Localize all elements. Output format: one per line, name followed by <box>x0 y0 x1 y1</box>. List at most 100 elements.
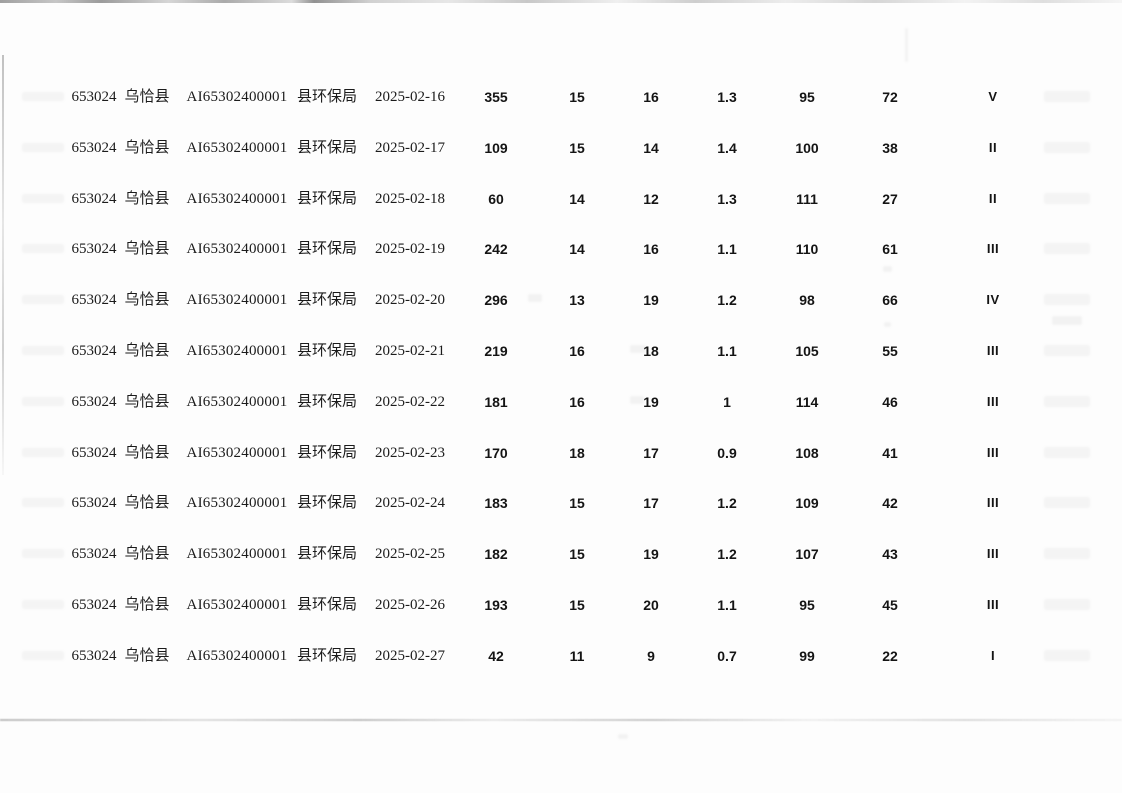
scan-smudge <box>618 734 628 739</box>
scan-smudge <box>883 266 892 272</box>
cell-value-5: 108 <box>795 444 819 461</box>
cell-region-code: 653024 <box>71 444 117 461</box>
cell-level-roman: IV <box>986 292 1000 308</box>
scan-smudge <box>1052 316 1082 325</box>
cell-value-2: 13 <box>569 292 585 309</box>
cell-value-5: 107 <box>795 546 819 563</box>
cell-county-name: 乌恰县 <box>124 190 170 207</box>
cell-value-3: 16 <box>643 89 659 105</box>
cell-county-name: 乌恰县 <box>124 393 170 410</box>
cell-level-roman: III <box>986 597 1000 612</box>
cell-value-4: 1.3 <box>717 89 737 105</box>
cell-county-name: 乌恰县 <box>124 546 170 563</box>
table-row: 653024 乌恰县 AI65302400001 县环保局 2025-02-23… <box>0 443 1122 463</box>
cell-value-6: 42 <box>882 495 898 512</box>
table-row: 653024 乌恰县 AI65302400001 县环保局 2025-02-20… <box>0 290 1122 310</box>
cell-value-2: 16 <box>569 393 585 410</box>
cell-value-4: 0.9 <box>717 444 737 461</box>
cell-station-id: AI65302400001 <box>186 444 288 461</box>
cell-station-id: AI65302400001 <box>186 495 288 512</box>
cell-level-roman: I <box>990 647 996 663</box>
scan-fold-line <box>0 719 1122 721</box>
cell-department: 县环保局 <box>296 241 357 258</box>
cell-value-5: 105 <box>795 343 819 359</box>
cell-date: 2025-02-24 <box>375 495 445 512</box>
cell-station-id: AI65302400001 <box>186 190 288 207</box>
cell-level-roman: III <box>986 495 1000 511</box>
cell-county-name: 乌恰县 <box>124 647 170 664</box>
cell-value-3: 19 <box>643 393 659 410</box>
cell-value-3: 19 <box>643 546 659 563</box>
cell-station-id: AI65302400001 <box>186 241 288 258</box>
cell-region-code: 653024 <box>71 647 117 664</box>
scan-smudge <box>884 322 891 327</box>
cell-date: 2025-02-20 <box>375 292 445 309</box>
cell-value-1: 296 <box>484 292 508 309</box>
cell-station-id: AI65302400001 <box>186 139 288 156</box>
cell-value-3: 14 <box>643 139 659 156</box>
cell-value-3: 20 <box>643 597 659 613</box>
cell-station-id: AI65302400001 <box>186 393 288 410</box>
cell-county-name: 乌恰县 <box>124 89 170 105</box>
cell-level-roman: II <box>988 139 998 155</box>
cell-value-4: 1.4 <box>717 139 737 156</box>
cell-date: 2025-02-26 <box>375 597 445 613</box>
cell-value-3: 19 <box>643 292 659 309</box>
cell-station-id: AI65302400001 <box>186 597 288 613</box>
cell-value-6: 41 <box>882 444 898 461</box>
cell-value-2: 15 <box>569 89 585 105</box>
cell-date: 2025-02-22 <box>375 393 445 410</box>
cell-level-roman: III <box>986 393 1000 409</box>
cell-department: 县环保局 <box>296 647 357 664</box>
cell-value-2: 15 <box>569 546 585 563</box>
cell-value-3: 16 <box>643 241 659 258</box>
cell-region-code: 653024 <box>71 393 117 410</box>
cell-department: 县环保局 <box>296 546 357 563</box>
cell-date: 2025-02-27 <box>375 647 445 664</box>
cell-value-6: 27 <box>882 190 898 207</box>
cell-department: 县环保局 <box>296 597 357 613</box>
cell-value-5: 95 <box>799 597 815 613</box>
cell-county-name: 乌恰县 <box>124 597 170 613</box>
cell-value-4: 1.1 <box>717 241 737 258</box>
cell-value-2: 11 <box>569 647 585 664</box>
cell-value-5: 114 <box>795 393 819 410</box>
cell-value-5: 110 <box>795 241 819 258</box>
cell-date: 2025-02-18 <box>375 190 445 207</box>
cell-value-4: 1.2 <box>717 495 737 512</box>
cell-department: 县环保局 <box>296 190 357 207</box>
cell-department: 县环保局 <box>296 393 357 410</box>
cell-region-code: 653024 <box>71 495 117 512</box>
cell-value-6: 66 <box>882 292 898 309</box>
cell-county-name: 乌恰县 <box>124 139 170 156</box>
cell-value-4: 0.7 <box>717 647 737 664</box>
table-row: 653024 乌恰县 AI65302400001 县环保局 2025-02-19… <box>0 239 1122 259</box>
table-row: 653024 乌恰县 AI65302400001 县环保局 2025-02-17… <box>0 138 1122 158</box>
scan-smudge <box>905 28 908 62</box>
cell-department: 县环保局 <box>296 292 357 309</box>
cell-level-roman: III <box>986 241 1000 257</box>
cell-region-code: 653024 <box>71 89 117 105</box>
cell-value-6: 72 <box>882 89 898 105</box>
cell-value-5: 100 <box>795 139 819 156</box>
cell-value-6: 43 <box>882 546 898 563</box>
cell-date: 2025-02-19 <box>375 241 445 258</box>
cell-date: 2025-02-16 <box>375 89 445 105</box>
cell-value-5: 99 <box>799 647 815 664</box>
cell-value-1: 355 <box>484 89 508 105</box>
cell-value-6: 45 <box>882 597 898 613</box>
cell-department: 县环保局 <box>296 139 357 156</box>
cell-value-3: 18 <box>643 343 659 359</box>
cell-county-name: 乌恰县 <box>124 292 170 309</box>
cell-value-1: 60 <box>488 190 504 207</box>
cell-value-4: 1.3 <box>717 190 737 207</box>
cell-station-id: AI65302400001 <box>186 343 288 359</box>
scan-edge-artifact-top <box>0 0 1122 3</box>
cell-department: 县环保局 <box>296 89 357 105</box>
cell-value-1: 242 <box>484 241 508 258</box>
cell-value-2: 15 <box>569 139 585 156</box>
table-row: 653024 乌恰县 AI65302400001 县环保局 2025-02-24… <box>0 493 1122 513</box>
cell-value-1: 181 <box>484 393 508 410</box>
